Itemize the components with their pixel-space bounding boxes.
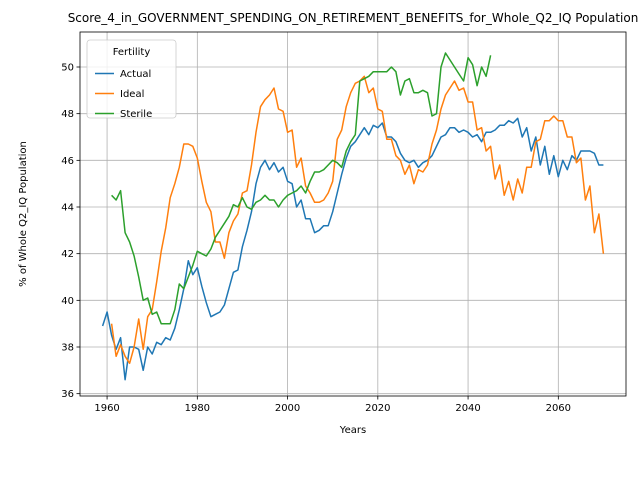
y-tick-label: 44 <box>61 203 74 214</box>
x-tick-label: 2020 <box>365 403 390 414</box>
x-tick-label: 1960 <box>94 403 119 414</box>
y-tick-label: 38 <box>61 343 74 354</box>
legend-title: Fertility <box>113 47 151 58</box>
legend: Fertility Actual Ideal Sterile <box>86 39 177 120</box>
plot-frame <box>79 31 627 397</box>
y-tick-label: 42 <box>61 249 74 260</box>
y-tick-label: 48 <box>61 109 74 120</box>
series-line-actual <box>101 117 604 381</box>
x-tick-label: 1980 <box>185 403 210 414</box>
series-line-ideal <box>110 75 605 365</box>
x-tick-label: 2040 <box>455 403 480 414</box>
y-tick-label: 50 <box>61 63 74 74</box>
x-axis-ticks: 1960 1980 2000 2020 2040 2060 <box>94 396 571 414</box>
legend-label-actual: Actual <box>120 69 151 80</box>
y-axis-ticks: 36 38 40 42 44 46 48 50 <box>61 63 80 400</box>
series-lines <box>101 52 605 381</box>
chart-title: Score_4_in_GOVERNMENT_SPENDING_ON_RETIRE… <box>68 11 639 25</box>
grid <box>80 32 626 396</box>
y-tick-label: 46 <box>61 156 74 167</box>
legend-box <box>86 39 177 119</box>
series-line-sterile <box>111 52 492 325</box>
legend-label-sterile: Sterile <box>120 109 152 120</box>
y-tick-label: 36 <box>61 389 74 400</box>
y-axis-label: % of Whole Q2_IQ Population <box>18 141 29 287</box>
y-tick-label: 40 <box>61 296 74 307</box>
x-tick-label: 2060 <box>546 403 571 414</box>
legend-label-ideal: Ideal <box>120 89 144 100</box>
x-tick-label: 2000 <box>275 403 300 414</box>
x-axis-label: Years <box>339 425 366 436</box>
